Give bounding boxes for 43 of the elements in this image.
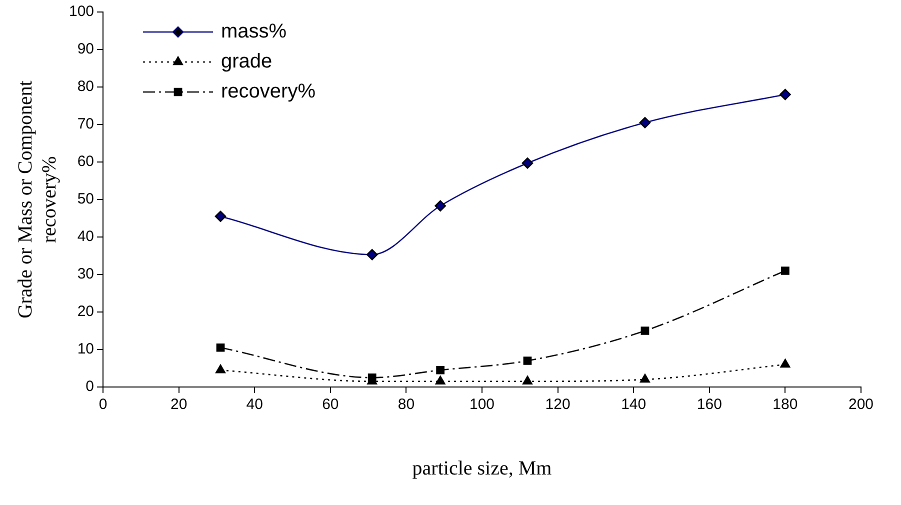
y-tick-label: 20 [77, 303, 94, 320]
point [435, 376, 446, 385]
point [436, 366, 445, 374]
point [780, 88, 791, 100]
y-tick-label: 90 [77, 40, 94, 58]
x-tick-label: 200 [848, 396, 874, 414]
point [434, 200, 446, 212]
x-axis-title: particle size, Mm [412, 457, 552, 480]
point [640, 374, 650, 383]
point [366, 248, 378, 260]
y-tick-label: 50 [77, 190, 94, 208]
y-tick-label: 70 [77, 116, 94, 133]
point [522, 376, 532, 385]
point [216, 343, 225, 352]
legend-label: mass% [221, 20, 287, 43]
x-tick-label: 20 [170, 396, 188, 414]
y-tick-label: 30 [77, 266, 94, 283]
y-axis-title: Grade or Mass or Component recovery% [14, 80, 60, 318]
y-tick-label: 0 [86, 378, 94, 396]
y-tick-label: 60 [77, 153, 94, 170]
legend-label: recovery% [221, 80, 316, 103]
x-tick-label: 40 [246, 396, 263, 414]
x-tick-label: 0 [98, 396, 108, 414]
y-tick-label: 80 [77, 78, 94, 96]
x-tick-label: 60 [322, 396, 339, 414]
x-tick-label: 180 [772, 396, 798, 414]
legend-label: grade [221, 50, 272, 73]
x-tick-label: 80 [398, 396, 415, 414]
y-tick-label: 100 [68, 3, 94, 20]
y-tick-label: 10 [77, 340, 94, 358]
point [640, 326, 650, 335]
point [522, 157, 534, 169]
x-tick-label: 120 [545, 396, 570, 414]
point [780, 358, 790, 368]
x-tick-label: 140 [621, 396, 646, 414]
point [781, 266, 790, 275]
x-tick-label: 160 [696, 396, 722, 414]
point [523, 356, 532, 365]
point [639, 116, 651, 128]
point [216, 364, 226, 374]
x-tick-label: 100 [470, 396, 495, 414]
y-tick-label: 40 [77, 228, 94, 246]
point [214, 210, 226, 222]
